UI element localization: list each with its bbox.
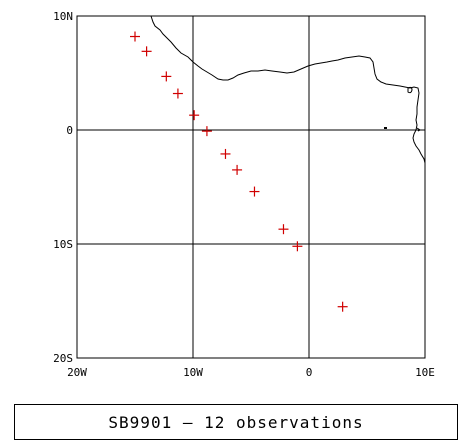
y-tick-label: 10N [53, 10, 73, 23]
observation-marker [292, 241, 303, 252]
map-plot: 20W 10W 0 10E 10N 0 10S 20S [53, 10, 435, 379]
africa-coastline [150, 15, 426, 164]
observation-marker [130, 31, 140, 42]
observation-marker [189, 110, 200, 121]
observation-marker [161, 71, 172, 82]
caption-box: SB9901 – 12 observations [14, 404, 458, 440]
y-tick-label: 10S [53, 238, 73, 251]
observation-marker [201, 126, 212, 137]
observation-marker [220, 148, 231, 159]
x-tick-label: 10E [415, 366, 435, 379]
x-tick-label: 10W [183, 366, 203, 379]
map-frame [76, 15, 426, 359]
observation-marker [337, 301, 348, 312]
observation-marker [278, 224, 289, 235]
bioko-island [407, 86, 413, 94]
observation-marker [172, 88, 183, 99]
caption-text: SB9901 – 12 observations [108, 412, 364, 432]
y-tick-label: 0 [66, 124, 73, 137]
observation-marker [141, 46, 152, 57]
x-tick-label: 0 [306, 366, 313, 379]
sao-tome-island [384, 127, 387, 129]
x-tick-label: 20W [67, 366, 87, 379]
y-tick-label: 20S [53, 352, 73, 365]
observation-marker [249, 186, 260, 197]
observation-marker [232, 164, 243, 175]
